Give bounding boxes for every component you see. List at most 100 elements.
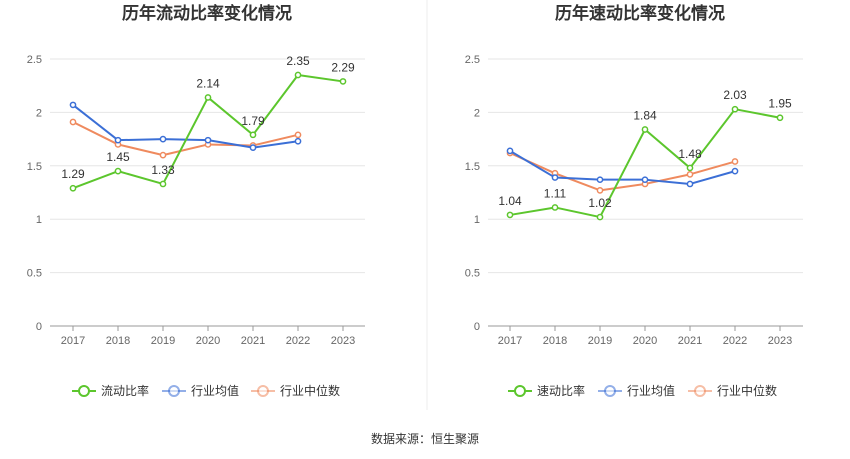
x-tick-label: 2021 <box>241 335 265 347</box>
y-tick-label: 0.5 <box>465 268 480 280</box>
series-line <box>72 121 299 157</box>
legend-swatch-marker <box>168 385 180 397</box>
data-label: 2.03 <box>723 88 747 102</box>
data-label: 1.84 <box>633 108 657 122</box>
legend-label: 行业均值 <box>627 383 675 398</box>
legend-item-1[interactable]: 行业均值 <box>162 383 239 398</box>
data-point[interactable] <box>159 180 167 188</box>
legend-swatch-marker <box>78 385 90 397</box>
x-tick-label: 2023 <box>331 335 355 347</box>
data-point[interactable] <box>69 118 77 126</box>
data-point[interactable] <box>641 176 649 184</box>
data-point[interactable] <box>596 187 604 194</box>
series-0: 1.29 1.45 1.33 2.14 1.79 2.35 2.29 <box>61 54 355 192</box>
data-point[interactable] <box>776 114 784 122</box>
data-point[interactable] <box>249 144 257 151</box>
series-1 <box>506 147 739 188</box>
y-tick-label: 2 <box>474 107 480 119</box>
data-point[interactable] <box>551 174 559 181</box>
legend-swatch-marker <box>694 385 706 397</box>
data-point[interactable] <box>551 204 559 211</box>
data-label: 2.35 <box>286 54 310 68</box>
data-point[interactable] <box>294 131 302 139</box>
y-tick-label: 0 <box>474 321 480 333</box>
chart-title: 历年速动比率变化情况 <box>555 3 725 23</box>
x-tick-label: 2017 <box>498 335 522 347</box>
data-label: 2.29 <box>331 60 355 74</box>
data-point[interactable] <box>159 151 167 159</box>
y-tick-label: 0.5 <box>27 268 42 280</box>
data-label: 1.02 <box>588 196 612 210</box>
legend-label: 行业均值 <box>191 383 239 398</box>
data-point[interactable] <box>294 137 302 145</box>
legend-label: 行业中位数 <box>717 383 777 398</box>
data-label: 1.45 <box>106 150 130 164</box>
data-point[interactable] <box>686 180 694 188</box>
y-tick-label: 2.5 <box>465 54 480 66</box>
data-point[interactable] <box>686 170 694 178</box>
data-label: 2.14 <box>196 76 220 90</box>
data-point[interactable] <box>596 176 604 184</box>
legend-label: 速动比率 <box>537 383 585 398</box>
x-tick-label: 2018 <box>106 335 130 347</box>
chart-title: 历年流动比率变化情况 <box>122 3 292 23</box>
series-line <box>509 149 736 185</box>
data-point[interactable] <box>339 78 347 85</box>
y-tick-label: 2.5 <box>27 54 42 66</box>
data-label: 1.29 <box>61 167 85 181</box>
data-label: 1.33 <box>151 163 175 177</box>
data-label: 1.79 <box>241 114 265 128</box>
x-tick-label: 2022 <box>286 335 310 347</box>
data-point[interactable] <box>641 126 649 133</box>
data-point[interactable] <box>69 101 77 109</box>
x-tick-label: 2018 <box>543 335 567 347</box>
x-tick-label: 2023 <box>768 335 792 347</box>
y-tick-label: 1.5 <box>27 161 42 173</box>
data-point[interactable] <box>204 94 212 101</box>
legend-item-0[interactable]: 流动比率 <box>72 383 149 398</box>
data-point[interactable] <box>596 213 604 221</box>
y-tick-label: 1 <box>474 214 480 226</box>
x-tick-label: 2021 <box>678 335 702 347</box>
y-tick-label: 0 <box>36 321 42 333</box>
y-tick-label: 2 <box>36 107 42 119</box>
data-point[interactable] <box>731 105 739 113</box>
legend-label: 流动比率 <box>101 383 149 398</box>
x-tick-label: 2019 <box>588 335 612 347</box>
source-text: 数据来源：恒生聚源 <box>371 431 479 446</box>
data-point[interactable] <box>731 167 739 175</box>
series-line <box>509 152 736 192</box>
data-point[interactable] <box>249 131 257 139</box>
data-point[interactable] <box>69 184 77 192</box>
legend-item-0[interactable]: 速动比率 <box>508 383 585 398</box>
x-tick-label: 2019 <box>151 335 175 347</box>
legend-swatch-marker <box>604 385 616 397</box>
x-tick-label: 2017 <box>61 335 85 347</box>
legend-label: 行业中位数 <box>280 383 340 398</box>
data-point[interactable] <box>506 147 514 155</box>
data-point[interactable] <box>294 71 302 79</box>
data-label: 1.11 <box>544 186 567 200</box>
data-point[interactable] <box>114 167 122 175</box>
data-point[interactable] <box>686 164 694 172</box>
data-point[interactable] <box>159 135 167 143</box>
x-tick-label: 2020 <box>633 335 657 347</box>
data-label: 1.95 <box>768 97 792 111</box>
data-point[interactable] <box>114 136 122 144</box>
legend-item-2[interactable]: 行业中位数 <box>251 383 340 398</box>
y-tick-label: 1.5 <box>465 161 480 173</box>
series-line <box>72 74 344 190</box>
legend-item-1[interactable]: 行业均值 <box>598 383 675 398</box>
y-tick-label: 1 <box>36 214 42 226</box>
legend-swatch-marker <box>257 385 269 397</box>
legend-item-2[interactable]: 行业中位数 <box>688 383 777 398</box>
data-point[interactable] <box>204 136 212 144</box>
chart-panel-1: 历年流动比率变化情况 0 0.5 1 1.5 2 2.5 2017 2018 2019 2020 20… <box>27 3 365 398</box>
data-point[interactable] <box>731 158 739 165</box>
series-line <box>509 108 781 219</box>
data-label: 1.04 <box>498 194 522 208</box>
data-label: 1.48 <box>678 147 702 161</box>
data-point[interactable] <box>506 211 514 219</box>
series-2 <box>506 149 739 194</box>
